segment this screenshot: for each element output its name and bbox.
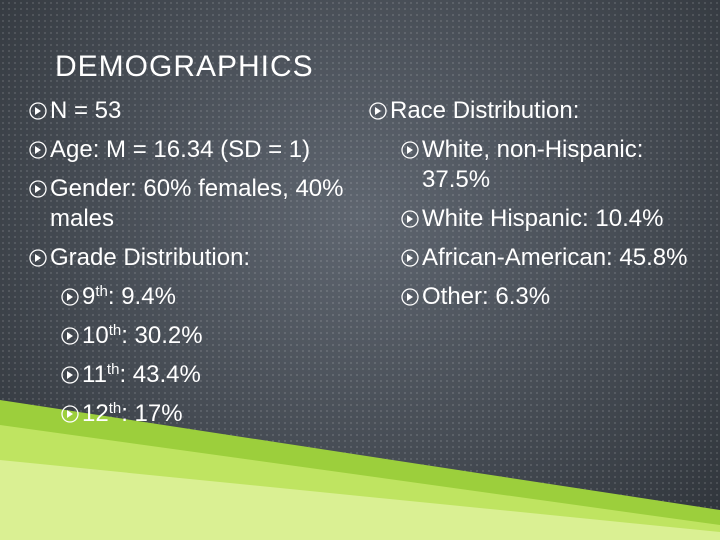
bullet-text: African-American: 45.8% [422, 243, 702, 273]
sub-bullet-item: 9th: 9.4% [60, 282, 358, 312]
bullet [29, 249, 47, 267]
text: Race Distribution: [390, 97, 580, 124]
grade: 9 [82, 283, 96, 310]
bullet [29, 180, 47, 198]
ordinal-suffix: th [106, 361, 120, 378]
percent: : 9.4% [107, 283, 176, 310]
sub-bullet-item: White Hispanic: 10.4% [400, 204, 713, 234]
bullet-text: Grade Distribution: [50, 243, 250, 273]
bullet-item: Race Distribution: [368, 96, 713, 126]
bullet-text: 10th: 30.2% [82, 321, 203, 351]
ordinal-suffix: th [108, 322, 122, 339]
text: Gender: 60% females, 40% males [50, 175, 344, 232]
sub-bullet-item: African-American: 45.8% [400, 243, 713, 273]
slide-title: DEMOGRAPHICS [55, 50, 314, 83]
bullet [29, 141, 47, 159]
bullet-item: Grade Distribution: [28, 243, 358, 273]
grade: 11 [82, 361, 107, 388]
sub-bullet-item: Other: 6.3% [400, 282, 713, 312]
bullet-text: Age: M = 16.34 (SD = 1) [50, 135, 310, 165]
percent: : 43.4% [119, 361, 201, 388]
sub-bullet-item: White, non-Hispanic: 37.5% [400, 135, 713, 195]
bullet-item: Age: M = 16.34 (SD = 1) [28, 135, 358, 165]
bullet [29, 102, 47, 120]
right-column: Race Distribution: White, non-Hispanic: 3… [368, 96, 713, 321]
grade: 12 [82, 400, 109, 427]
bullet-text: 9th: 9.4% [82, 282, 176, 312]
ordinal-suffix: th [108, 400, 122, 417]
left-column: N = 53 Age: M = 16.34 (SD = 1) Gender: 60%… [28, 96, 358, 438]
sub-bullet-item: 10th: 30.2% [60, 321, 358, 351]
bullet-item: N = 53 [28, 96, 358, 126]
percent: : 17% [121, 400, 183, 427]
bullet [401, 210, 419, 228]
bullet [61, 405, 79, 423]
text: White, non-Hispanic: 37.5% [422, 136, 644, 193]
bullet [401, 288, 419, 306]
text: Other: 6.3% [422, 283, 551, 310]
bullet-item: Gender: 60% females, 40% males [28, 174, 358, 234]
decoration [0, 400, 720, 540]
bullet-text: 12th: 17% [82, 399, 183, 429]
bullet [61, 366, 79, 384]
bullet-text: White Hispanic: 10.4% [422, 204, 702, 234]
sub-bullet-item: 11th: 43.4% [60, 360, 358, 390]
bullet-text: Race Distribution: [390, 96, 579, 126]
bullet [61, 288, 79, 306]
bullet-text: Gender: 60% females, 40% males [50, 174, 358, 234]
bullet [401, 249, 419, 267]
bullet [61, 327, 79, 345]
text: White Hispanic: 10.4% [422, 205, 664, 232]
bullet [401, 141, 419, 159]
grade: 10 [82, 322, 109, 349]
bullet [369, 102, 387, 120]
bullet-text: N = 53 [50, 96, 121, 126]
bullet-text: 11th: 43.4% [82, 360, 201, 390]
text: N = 53 [50, 97, 122, 124]
text: Grade Distribution: [50, 244, 251, 271]
bullet-text: White, non-Hispanic: 37.5% [422, 135, 702, 195]
percent: : 30.2% [121, 322, 203, 349]
bullet-text: Other: 6.3% [422, 282, 702, 312]
ordinal-suffix: th [95, 283, 108, 300]
sub-bullet-item: 12th: 17% [60, 399, 358, 429]
text: African-American: 45.8% [422, 244, 688, 271]
text: Age: M = 16.34 (SD = 1) [50, 136, 311, 163]
